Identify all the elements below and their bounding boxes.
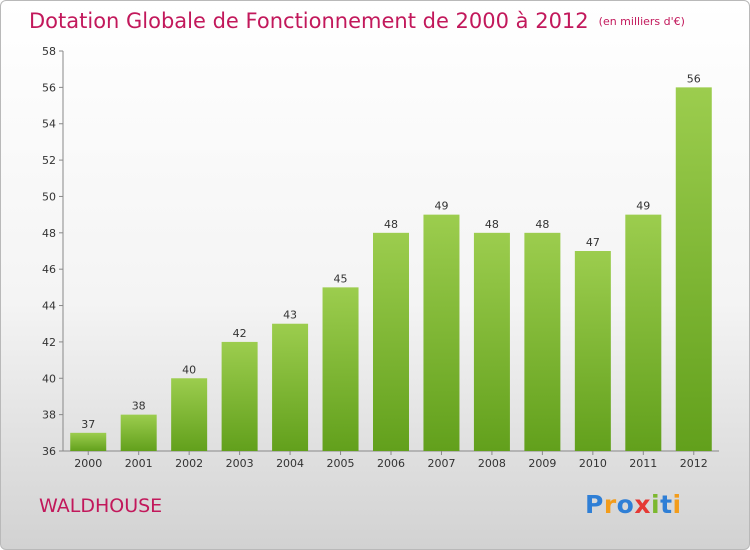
y-tick-label: 44 bbox=[42, 300, 56, 313]
y-tick-label: 48 bbox=[42, 227, 56, 240]
y-tick-label: 42 bbox=[42, 336, 56, 349]
chart-title: Dotation Globale de Fonctionnement de 20… bbox=[29, 9, 685, 33]
x-tick-label: 2001 bbox=[125, 457, 153, 470]
logo-letter: t bbox=[660, 490, 673, 519]
y-tick-label: 38 bbox=[42, 409, 56, 422]
chart-title-text: Dotation Globale de Fonctionnement de 20… bbox=[29, 9, 589, 33]
y-tick-label: 52 bbox=[42, 154, 56, 167]
y-tick-label: 40 bbox=[42, 372, 56, 385]
logo-letter: i bbox=[651, 490, 661, 519]
data-label: 37 bbox=[81, 418, 95, 431]
data-label: 40 bbox=[182, 363, 196, 376]
x-tick-label: 2005 bbox=[327, 457, 355, 470]
y-tick-label: 58 bbox=[42, 45, 56, 58]
x-tick-label: 2007 bbox=[427, 457, 455, 470]
bar bbox=[574, 251, 611, 451]
x-tick-label: 2000 bbox=[74, 457, 102, 470]
bar bbox=[322, 287, 359, 451]
x-tick-label: 2009 bbox=[528, 457, 556, 470]
data-label: 56 bbox=[687, 72, 701, 85]
bar bbox=[373, 232, 409, 451]
x-tick-label: 2012 bbox=[680, 457, 708, 470]
bar bbox=[221, 341, 258, 451]
y-tick-label: 50 bbox=[42, 190, 56, 203]
bar bbox=[625, 214, 662, 451]
bar bbox=[70, 432, 107, 451]
y-tick-label: 54 bbox=[42, 118, 56, 131]
data-label: 48 bbox=[384, 218, 398, 231]
bar bbox=[423, 214, 460, 451]
data-label: 49 bbox=[636, 200, 650, 213]
logo-letter: i bbox=[672, 490, 682, 519]
data-label: 48 bbox=[535, 218, 549, 231]
x-tick-label: 2002 bbox=[175, 457, 203, 470]
x-tick-label: 2006 bbox=[377, 457, 405, 470]
data-label: 47 bbox=[586, 236, 600, 249]
logo-letter: P bbox=[585, 490, 604, 519]
logo-letter: o bbox=[616, 490, 635, 519]
data-label: 43 bbox=[283, 309, 297, 322]
x-tick-label: 2011 bbox=[629, 457, 657, 470]
bar bbox=[120, 414, 157, 451]
logo-letter: r bbox=[603, 490, 617, 519]
y-tick-label: 36 bbox=[42, 445, 56, 458]
bar bbox=[272, 323, 309, 451]
commune-name: WALDHOUSE bbox=[39, 495, 163, 517]
data-label: 45 bbox=[334, 272, 348, 285]
data-label: 38 bbox=[132, 400, 146, 413]
bar bbox=[473, 232, 510, 451]
proxiti-logo: Proxiti bbox=[585, 490, 682, 519]
bar bbox=[171, 378, 208, 451]
bar bbox=[675, 87, 712, 451]
x-tick-label: 2010 bbox=[579, 457, 607, 470]
data-label: 48 bbox=[485, 218, 499, 231]
x-tick-label: 2004 bbox=[276, 457, 304, 470]
logo-letter: x bbox=[634, 490, 651, 519]
y-tick-label: 46 bbox=[42, 263, 56, 276]
bar bbox=[524, 232, 561, 451]
x-tick-label: 2008 bbox=[478, 457, 506, 470]
data-label: 49 bbox=[434, 200, 448, 213]
chart-unit: (en milliers d'€) bbox=[598, 15, 685, 28]
data-label: 42 bbox=[233, 327, 247, 340]
y-tick-label: 56 bbox=[42, 81, 56, 94]
x-tick-label: 2003 bbox=[226, 457, 254, 470]
